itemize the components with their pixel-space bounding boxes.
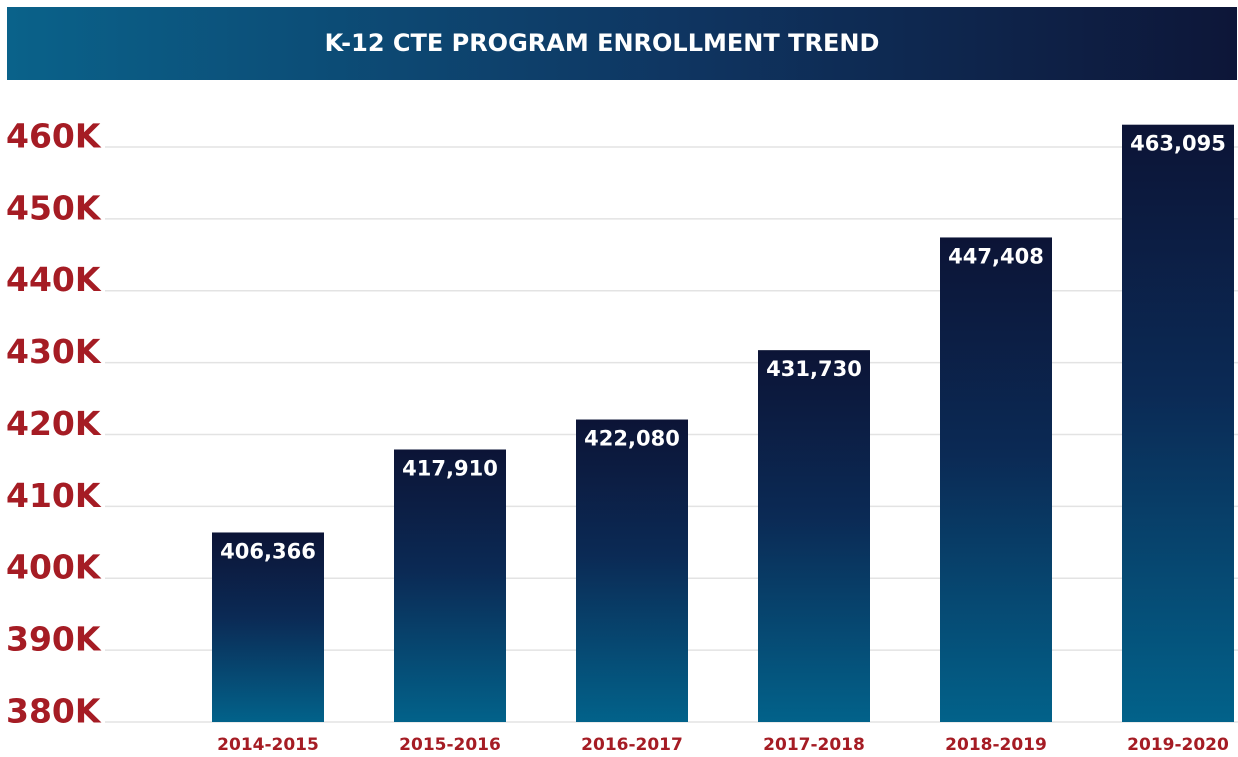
y-tick-label: 460K xyxy=(6,116,102,155)
value-label: 431,730 xyxy=(766,357,862,381)
bar xyxy=(1122,124,1234,722)
value-label: 417,910 xyxy=(402,456,498,480)
bar xyxy=(212,532,324,722)
x-tick-label: 2017-2018 xyxy=(763,735,865,755)
y-tick-label: 430K xyxy=(6,332,102,371)
y-tick-label: 410K xyxy=(6,476,102,515)
x-tick-label: 2015-2016 xyxy=(399,735,501,755)
x-tick-label: 2019-2020 xyxy=(1127,735,1229,755)
x-tick-label: 2016-2017 xyxy=(581,735,683,755)
chart-title: K-12 CTE PROGRAM ENROLLMENT TREND xyxy=(325,29,880,57)
x-tick-label: 2018-2019 xyxy=(945,735,1047,755)
y-tick-label: 420K xyxy=(6,404,102,443)
bar xyxy=(394,449,506,722)
y-tick-label: 380K xyxy=(6,692,102,731)
value-label: 463,095 xyxy=(1130,132,1226,156)
bar xyxy=(940,237,1052,722)
bar xyxy=(576,419,688,722)
x-tick-label: 2014-2015 xyxy=(217,735,319,755)
value-label: 422,080 xyxy=(584,427,680,451)
y-tick-label: 400K xyxy=(6,548,102,587)
value-label: 406,366 xyxy=(220,539,316,563)
y-tick-label: 450K xyxy=(6,188,102,227)
title-banner xyxy=(7,7,1237,80)
y-tick-label: 440K xyxy=(6,260,102,299)
value-label: 447,408 xyxy=(948,244,1044,268)
y-tick-label: 390K xyxy=(6,620,102,659)
bar xyxy=(758,350,870,722)
